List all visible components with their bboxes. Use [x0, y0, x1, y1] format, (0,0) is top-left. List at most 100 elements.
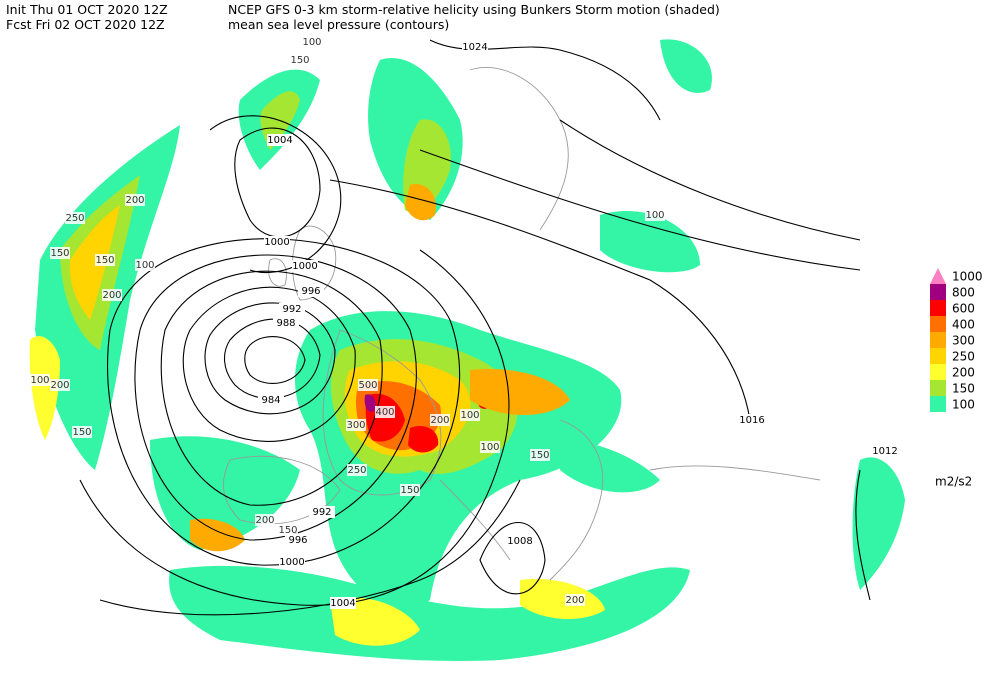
shading-label: 250: [347, 465, 366, 476]
shading-label: 300: [346, 420, 365, 431]
shading-label: 100: [645, 210, 664, 221]
shading-label: 150: [95, 255, 114, 266]
isobar-label: 1004: [330, 598, 355, 609]
legend-swatch: [930, 332, 946, 348]
shading-label-bg: [65, 212, 85, 224]
shading-label-bg: [530, 449, 550, 461]
isobar-label-bg: [279, 556, 305, 568]
isobar-label: 1000: [264, 237, 289, 248]
shading-label-bg: [278, 524, 298, 536]
isobar-label: 992: [282, 304, 301, 315]
legend-label: 200: [952, 366, 975, 380]
shading-labels: 1001502001502502001502001001501005004003…: [30, 36, 665, 606]
shading-label-bg: [255, 514, 275, 526]
legend-label: 1000: [952, 270, 983, 284]
legend-swatch: [930, 300, 946, 316]
legend-swatch: [930, 364, 946, 380]
shading-label: 150: [290, 55, 309, 66]
coastlines: [223, 67, 821, 581]
legend: 1000 800 600 400 300 250 200 150 100: [930, 268, 983, 412]
shading-label: 150: [72, 427, 91, 438]
shading-label: 100: [135, 260, 154, 271]
isobar-label-bg: [264, 236, 290, 248]
shading-label-bg: [400, 484, 420, 496]
isobar-label-bg: [285, 534, 311, 546]
legend-label: 150: [952, 382, 975, 396]
isobar-label: 1004: [267, 135, 292, 146]
legend-swatch: [930, 316, 946, 332]
shading-label: 200: [102, 290, 121, 301]
shading-label-bg: [565, 594, 585, 606]
isobar-label: 1008: [507, 536, 532, 547]
shading-label-bg: [30, 374, 50, 386]
isobar-label: 1012: [872, 446, 897, 457]
isobar-label: 1016: [739, 415, 764, 426]
legend-label: 300: [952, 334, 975, 348]
shading-label: 200: [50, 380, 69, 391]
shading-label-bg: [302, 36, 322, 48]
shading-label-bg: [460, 409, 480, 421]
shading-label: 150: [400, 485, 419, 496]
shading-label: 200: [565, 595, 584, 606]
isobar-label: 1024: [462, 42, 487, 53]
forecast-time: Fcst Fri 02 OCT 2020 12Z: [6, 17, 165, 32]
shading-label: 150: [278, 525, 297, 536]
helicity-shading: [29, 39, 905, 661]
shading-label-bg: [358, 379, 378, 391]
isobar-label: 996: [288, 535, 307, 546]
shading-label-bg: [375, 406, 395, 418]
isobar-label: 1000: [292, 261, 317, 272]
legend-swatch: [930, 268, 946, 284]
isobar-label: 1000: [279, 557, 304, 568]
shading-label: 200: [255, 515, 274, 526]
isobar-label-bg: [462, 41, 488, 53]
isobar-label-bg: [330, 597, 356, 609]
shading-label: 150: [530, 450, 549, 461]
legend-label: 400: [952, 318, 975, 332]
isobar-label-bg: [258, 394, 284, 406]
shading-label: 100: [460, 410, 479, 421]
legend-swatch: [930, 396, 946, 412]
shading-label-bg: [50, 247, 70, 259]
legend-label: 600: [952, 302, 975, 316]
isobar-label-bg: [739, 414, 765, 426]
isobar-label-bg: [273, 317, 299, 329]
legend-swatch: [930, 284, 946, 300]
shading-label-bg: [347, 464, 367, 476]
shading-label-bg: [645, 209, 665, 221]
legend-label: 800: [952, 286, 975, 300]
legend-units: m2/s2: [935, 475, 972, 489]
shading-label: 400: [375, 407, 394, 418]
shading-label: 100: [480, 442, 499, 453]
shading-label: 100: [30, 375, 49, 386]
map-subtitle: mean sea level pressure (contours): [228, 17, 449, 32]
shading-label: 250: [65, 213, 84, 224]
isobar-label: 984: [261, 395, 280, 406]
isobar-label-bg: [267, 134, 293, 146]
shading-label-bg: [95, 254, 115, 266]
shading-label-bg: [480, 441, 500, 453]
isobar-label: 996: [301, 286, 320, 297]
shading-label: 500: [358, 380, 377, 391]
legend-label: 100: [952, 398, 975, 412]
isobar-label: 988: [276, 318, 295, 329]
legend-swatch: [930, 348, 946, 364]
isobar-label-bg: [507, 535, 533, 547]
shading-label: 200: [125, 195, 144, 206]
shading-label-bg: [125, 194, 145, 206]
map-title: NCEP GFS 0-3 km storm-relative helicity …: [228, 2, 720, 17]
isobars: [79, 39, 871, 616]
shading-label: 100: [302, 37, 321, 48]
shading-label: 150: [50, 248, 69, 259]
isobar-labels: 1024100410001000996992988984992996100010…: [258, 41, 898, 609]
shading-label-bg: [290, 54, 310, 66]
init-time: Init Thu 01 OCT 2020 12Z: [6, 2, 168, 17]
isobar-label-bg: [298, 285, 324, 297]
isobar-label: 992: [312, 507, 331, 518]
shading-label-bg: [102, 289, 122, 301]
shading-label-bg: [50, 379, 70, 391]
shading-label: 200: [430, 415, 449, 426]
legend-swatch: [930, 380, 946, 396]
isobar-label-bg: [309, 506, 335, 518]
isobar-label-bg: [292, 260, 318, 272]
